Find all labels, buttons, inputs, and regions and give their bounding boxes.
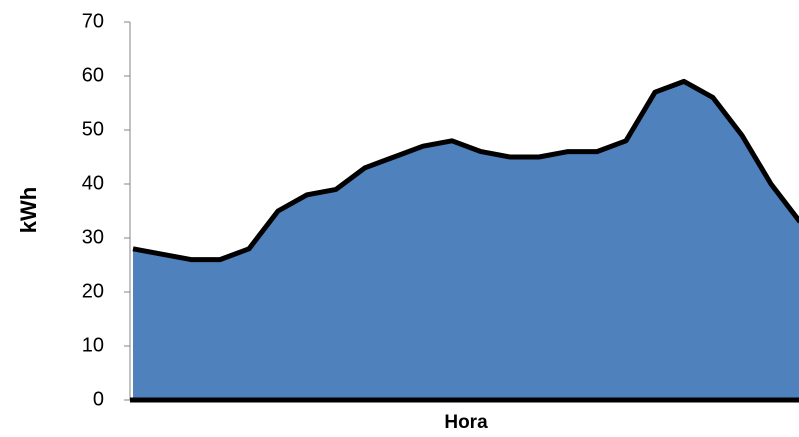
y-axis-title: kWh xyxy=(16,187,41,233)
y-tick-label: 0 xyxy=(93,388,104,410)
x-axis-title: Hora xyxy=(444,412,488,433)
y-tick-label: 40 xyxy=(82,172,104,194)
plot-area xyxy=(133,81,799,400)
y-tick-label: 20 xyxy=(82,280,104,302)
y-tick-label: 60 xyxy=(82,64,104,86)
y-tick-label: 30 xyxy=(82,226,104,248)
area xyxy=(133,81,799,400)
y-tick-label: 50 xyxy=(82,118,104,140)
page: {"chart_data": {"type": "area", "x_label… xyxy=(0,0,799,437)
chart: Hora kWh 0 10 20 30 40 50 60 70 xyxy=(0,0,799,437)
y-tick-label: 70 xyxy=(82,10,104,32)
y-tick-label: 10 xyxy=(82,334,104,356)
